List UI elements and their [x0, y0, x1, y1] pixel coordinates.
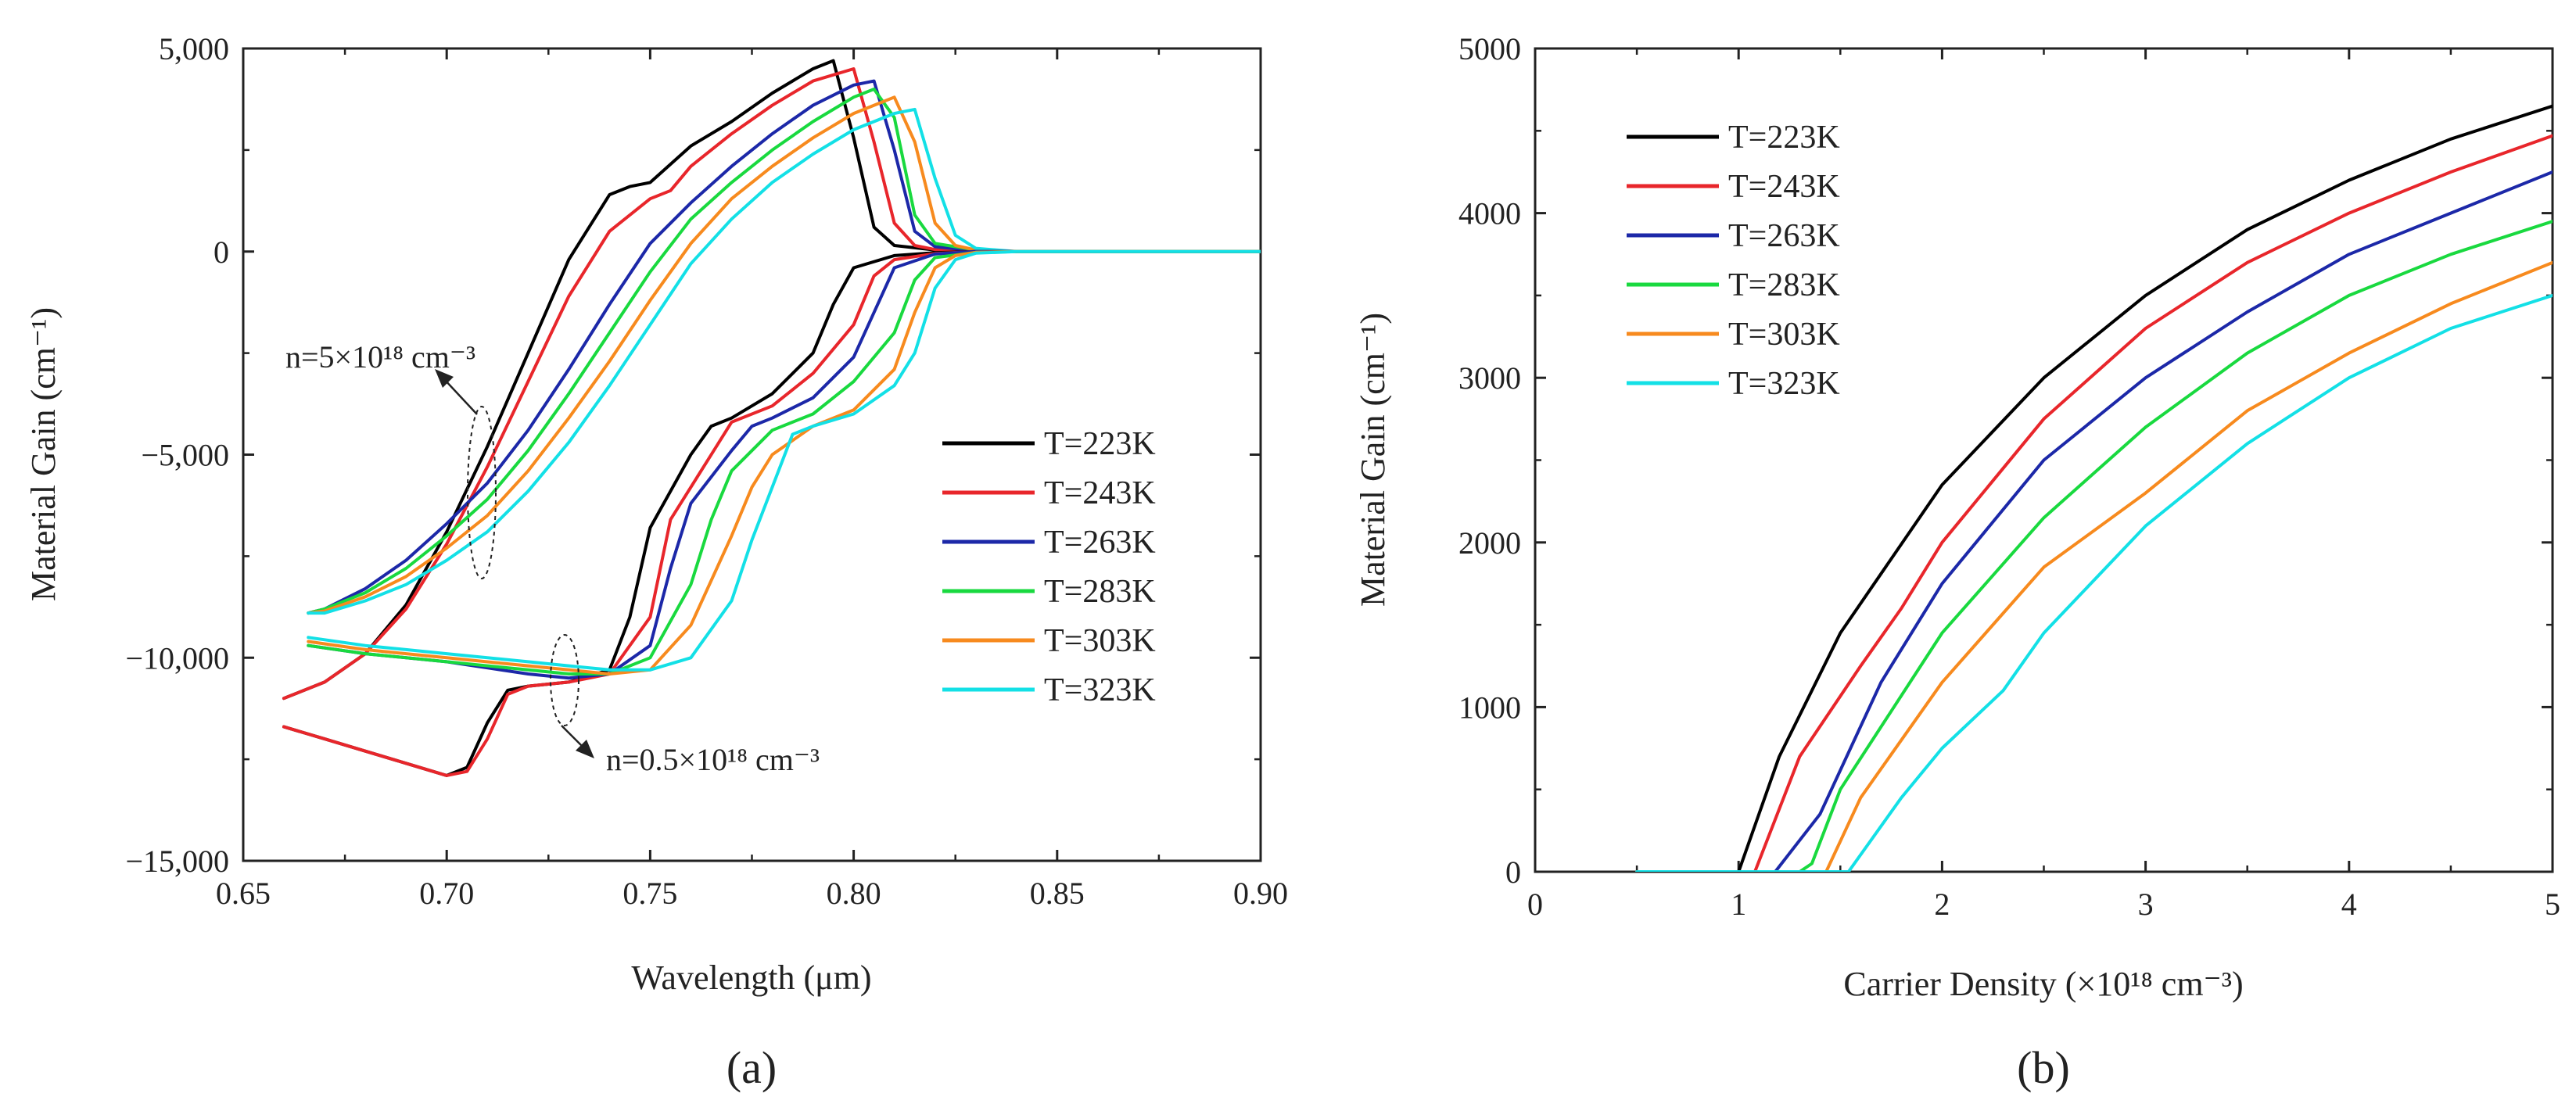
series-line-t263k-series_low_density	[307, 249, 1261, 680]
series-line-t223k-series	[1635, 104, 2553, 872]
low-density-arrowhead	[576, 740, 594, 758]
low-density-ellipse	[550, 634, 579, 726]
y-tick-label: 0	[213, 235, 229, 270]
legend-label: T=303K	[1728, 317, 1840, 353]
panel-a-legend: T=223K T=243K T=263K T=283K T=303K T=323K	[942, 426, 1156, 708]
panel-a-xlabel: Wavelength (μm)	[631, 959, 871, 997]
legend-label: T=303K	[1044, 623, 1156, 659]
high-density-ellipse	[467, 406, 497, 579]
series-line-t263k-series_high_density	[307, 79, 1261, 615]
legend-label: T=243K	[1044, 475, 1156, 511]
panel-b-ylabel: Material Gain (cm⁻¹)	[1354, 313, 1392, 607]
panel-a-annotations: n=5×10¹⁸ cm⁻³ n=0.5×10¹⁸ cm⁻³	[285, 339, 820, 777]
y-tick-label: 5,000	[159, 31, 229, 66]
y-tick-label: −5,000	[141, 438, 229, 473]
series-line-t303k-series_high_density	[307, 95, 1261, 615]
legend-label: T=283K	[1728, 267, 1840, 303]
series-line-t303k-series_low_density	[307, 249, 1261, 676]
x-tick-label: 0	[1527, 887, 1543, 922]
x-tick-label: 2	[1934, 887, 1950, 922]
y-tick-label: 2000	[1458, 525, 1521, 561]
panel-b-series	[1635, 104, 2553, 872]
x-tick-label: 0.70	[419, 876, 474, 911]
x-tick-label: 0.75	[622, 876, 677, 911]
series-line-t283k-series	[1635, 220, 2553, 872]
panel-a-label: (a)	[727, 1042, 777, 1093]
panel-b-label: (b)	[2017, 1042, 2070, 1093]
series-line-t323k-series	[1635, 293, 2553, 872]
series-line-t323k-series_high_density	[307, 107, 1261, 615]
series-line-t283k-series_high_density	[307, 88, 1261, 615]
series-line-t323k-series_low_density	[307, 249, 1261, 672]
legend-label: T=223K	[1044, 426, 1156, 462]
panel-a-series	[282, 59, 1261, 777]
series-line-t303k-series	[1635, 260, 2553, 872]
y-tick-label: 0	[1505, 855, 1521, 890]
annotation-low-density: n=0.5×10¹⁸ cm⁻³	[606, 742, 820, 777]
high-density-arrowhead	[435, 369, 454, 388]
panel-a-ylabel: Material Gain (cm⁻¹)	[24, 307, 63, 601]
y-tick-label: 5000	[1458, 31, 1521, 66]
series-line-t243k-series_low_density	[282, 249, 1261, 777]
panel-a-chart: 0.65 0.70 0.75 0.80 0.85 0.90 −15,000 −10,000 −5…	[24, 31, 1288, 1093]
high-density-arrow	[443, 378, 478, 415]
series-line-t283k-series_low_density	[307, 249, 1261, 676]
annotation-high-density: n=5×10¹⁸ cm⁻³	[285, 339, 475, 375]
series-line-t243k-series_high_density	[282, 67, 1261, 701]
legend-label: T=263K	[1044, 525, 1156, 561]
panel-b-chart: 0 1 2 3 4 5 0 1000 2000 3000 4000 5000 T=223K T=243K…	[1354, 31, 2560, 1093]
x-tick-label: 0.90	[1233, 876, 1288, 911]
y-tick-label: −10,000	[125, 640, 229, 676]
x-tick-label: 0.80	[827, 876, 881, 911]
legend-label: T=263K	[1728, 218, 1840, 254]
x-tick-label: 0.65	[216, 876, 271, 911]
x-tick-label: 0.85	[1030, 876, 1085, 911]
x-tick-label: 5	[2545, 887, 2560, 922]
y-tick-label: 3000	[1458, 360, 1521, 396]
panel-a-ticks: 0.65 0.70 0.75 0.80 0.85 0.90 −15,000 −10,000 −5…	[125, 31, 1288, 911]
y-tick-label: 4000	[1458, 196, 1521, 231]
legend-label: T=323K	[1728, 366, 1840, 402]
panel-b-legend: T=223K T=243K T=263K T=283K T=303K T=323K	[1627, 120, 1840, 402]
x-tick-label: 1	[1731, 887, 1746, 922]
legend-label: T=283K	[1044, 574, 1156, 610]
legend-label: T=243K	[1728, 169, 1840, 205]
x-tick-label: 3	[2138, 887, 2154, 922]
panel-b-ticks: 0 1 2 3 4 5 0 1000 2000 3000 4000 5000	[1458, 31, 2560, 922]
panel-b-xlabel: Carrier Density (×10¹⁸ cm⁻³)	[1843, 965, 2243, 1003]
series-line-t263k-series	[1635, 170, 2553, 872]
legend-label: T=223K	[1728, 120, 1840, 156]
legend-label: T=323K	[1044, 672, 1156, 708]
series-line-t243k-series	[1635, 134, 2553, 872]
x-tick-label: 4	[2341, 887, 2357, 922]
y-tick-label: 1000	[1458, 690, 1521, 725]
y-tick-label: −15,000	[125, 844, 229, 879]
